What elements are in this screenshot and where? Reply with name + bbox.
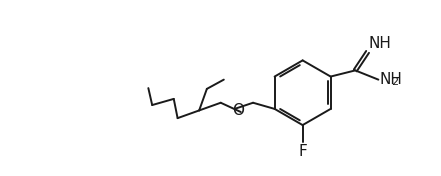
Text: 2: 2 [392,77,399,87]
Text: NH: NH [368,36,391,51]
Text: NH: NH [379,72,402,87]
Text: O: O [232,103,244,118]
Text: F: F [298,144,307,159]
